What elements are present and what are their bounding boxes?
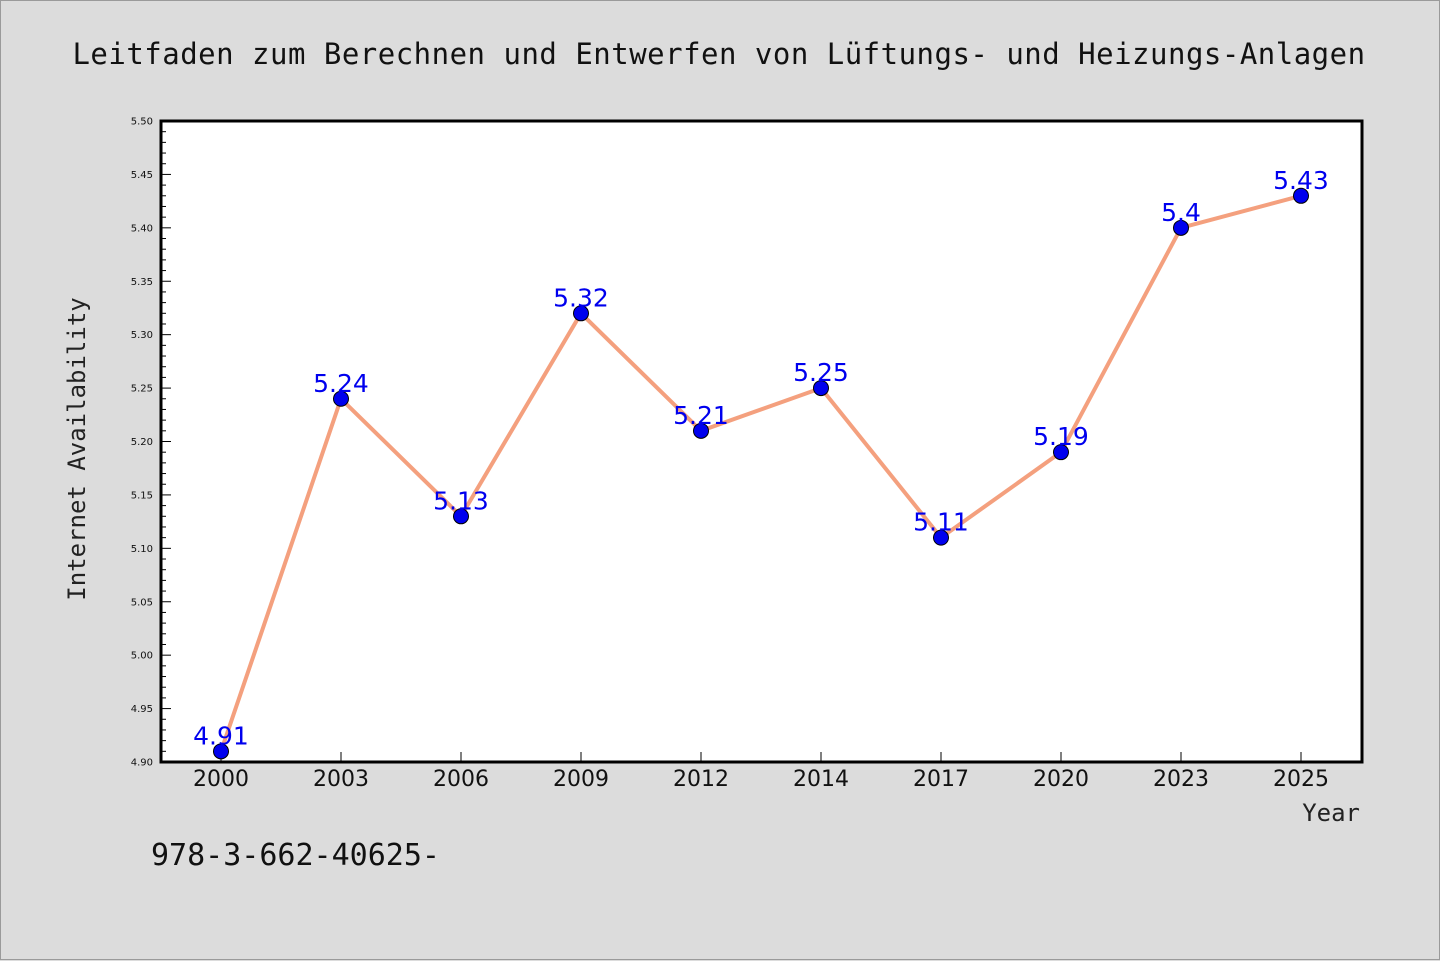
y-tick-label: 5.20 bbox=[131, 437, 153, 448]
y-tick-label: 5.50 bbox=[131, 117, 153, 128]
data-label: 5.32 bbox=[553, 283, 609, 312]
x-tick-label: 2012 bbox=[673, 767, 729, 792]
data-point bbox=[693, 422, 709, 439]
x-tick-label: 2000 bbox=[193, 767, 249, 792]
x-tick-label: 2009 bbox=[553, 767, 609, 792]
y-tick-label: 5.45 bbox=[131, 170, 153, 181]
y-tick-label: 4.90 bbox=[131, 758, 153, 769]
y-tick-label: 5.10 bbox=[131, 544, 153, 555]
plot-border bbox=[159, 119, 1364, 764]
data-point bbox=[333, 390, 349, 407]
data-point bbox=[1053, 444, 1069, 461]
data-label: 5.13 bbox=[433, 486, 489, 515]
x-tick-label: 2025 bbox=[1273, 767, 1329, 792]
x-tick-label: 2017 bbox=[913, 767, 969, 792]
chart-title: Leitfaden zum Berechnen und Entwerfen vo… bbox=[72, 37, 1365, 71]
data-point bbox=[933, 529, 949, 546]
y-tick-label: 5.35 bbox=[131, 277, 153, 288]
data-point bbox=[1173, 219, 1189, 236]
x-tick-label: 2020 bbox=[1033, 767, 1089, 792]
x-tick-label: 2023 bbox=[1153, 767, 1209, 792]
x-tick-label: 2014 bbox=[793, 767, 849, 792]
data-label: 4.91 bbox=[193, 721, 249, 750]
plot-area bbox=[161, 121, 1362, 762]
y-tick-label: 5.30 bbox=[131, 330, 153, 341]
data-label: 5.21 bbox=[673, 401, 729, 430]
data-label: 5.24 bbox=[313, 369, 369, 398]
data-point bbox=[573, 305, 589, 322]
y-tick-label: 5.00 bbox=[131, 651, 153, 662]
y-tick-label: 4.95 bbox=[131, 704, 153, 715]
series-line bbox=[219, 193, 1303, 754]
data-label: 5.11 bbox=[913, 508, 969, 537]
data-point bbox=[813, 380, 829, 397]
y-tick-label: 5.15 bbox=[131, 490, 153, 501]
data-label: 5.4 bbox=[1161, 198, 1201, 227]
y-tick-label: 5.25 bbox=[131, 384, 153, 395]
y-axis-label: Internet Availability bbox=[63, 297, 91, 600]
footer-isbn-text: 978-3-662-40625- bbox=[151, 838, 440, 873]
data-point bbox=[453, 508, 469, 525]
y-tick-label: 5.05 bbox=[131, 597, 153, 608]
data-label: 5.19 bbox=[1033, 422, 1089, 451]
x-axis: 2000 2003 2006 2009 2012 2014 2017 2020 2023 2025 bbox=[193, 752, 1329, 792]
y-tick-label: 5.40 bbox=[131, 223, 153, 234]
x-tick-label: 2003 bbox=[313, 767, 369, 792]
x-tick-label: 2006 bbox=[433, 767, 489, 792]
data-label: 5.43 bbox=[1273, 166, 1329, 195]
x-axis-label: Year bbox=[1302, 799, 1360, 827]
series-layer: 4.91 5.24 5.13 5.32 5.21 5.25 5.11 5.19 5.4 5.43 bbox=[193, 166, 1329, 760]
y-axis: 4.90 4.95 5.00 5.05 5.10 5.15 5.20 5.25 5.30 5.35… bbox=[131, 117, 171, 769]
data-label: 5.25 bbox=[793, 358, 849, 387]
data-point bbox=[1293, 187, 1309, 204]
data-point bbox=[213, 743, 229, 760]
